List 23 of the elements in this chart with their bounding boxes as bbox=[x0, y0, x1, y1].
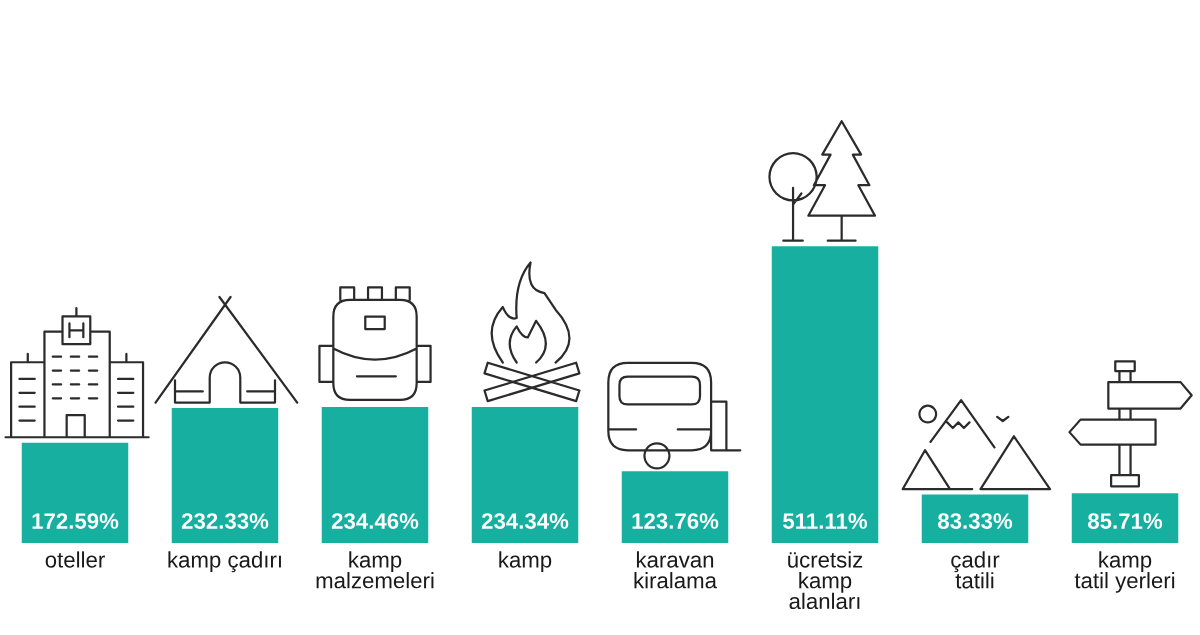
bar bbox=[1071, 493, 1179, 543]
bar bbox=[171, 408, 279, 543]
bar bbox=[21, 442, 129, 543]
x-tick-label: kamp çadırı bbox=[168, 551, 281, 573]
bar bbox=[771, 246, 879, 543]
data-label: 234.34% bbox=[481, 513, 569, 529]
x-tick-label: kamp tatil yerleri bbox=[1074, 551, 1175, 593]
data-label: 511.11% bbox=[783, 513, 868, 529]
x-tick-label: karavan kiralama bbox=[634, 551, 717, 589]
bar bbox=[621, 471, 729, 543]
data-label: 83.33% bbox=[938, 513, 1013, 529]
data-label: 232.33% bbox=[181, 513, 269, 529]
data-label: 234.46% bbox=[331, 513, 419, 529]
x-tick-label: çadır tatili bbox=[951, 551, 1000, 589]
data-label: 172.59% bbox=[32, 513, 119, 529]
x-tick-label: ücretsiz kamp alanları bbox=[788, 551, 863, 610]
x-tick-label: kamp bbox=[499, 551, 552, 573]
x-tick-label: oteller bbox=[45, 551, 105, 568]
x-tick-label: kamp malzemeleri bbox=[316, 551, 434, 589]
bar bbox=[321, 406, 429, 543]
data-label: 85.71% bbox=[1088, 513, 1163, 529]
data-label: 123.76% bbox=[632, 513, 719, 529]
bar bbox=[471, 406, 579, 543]
